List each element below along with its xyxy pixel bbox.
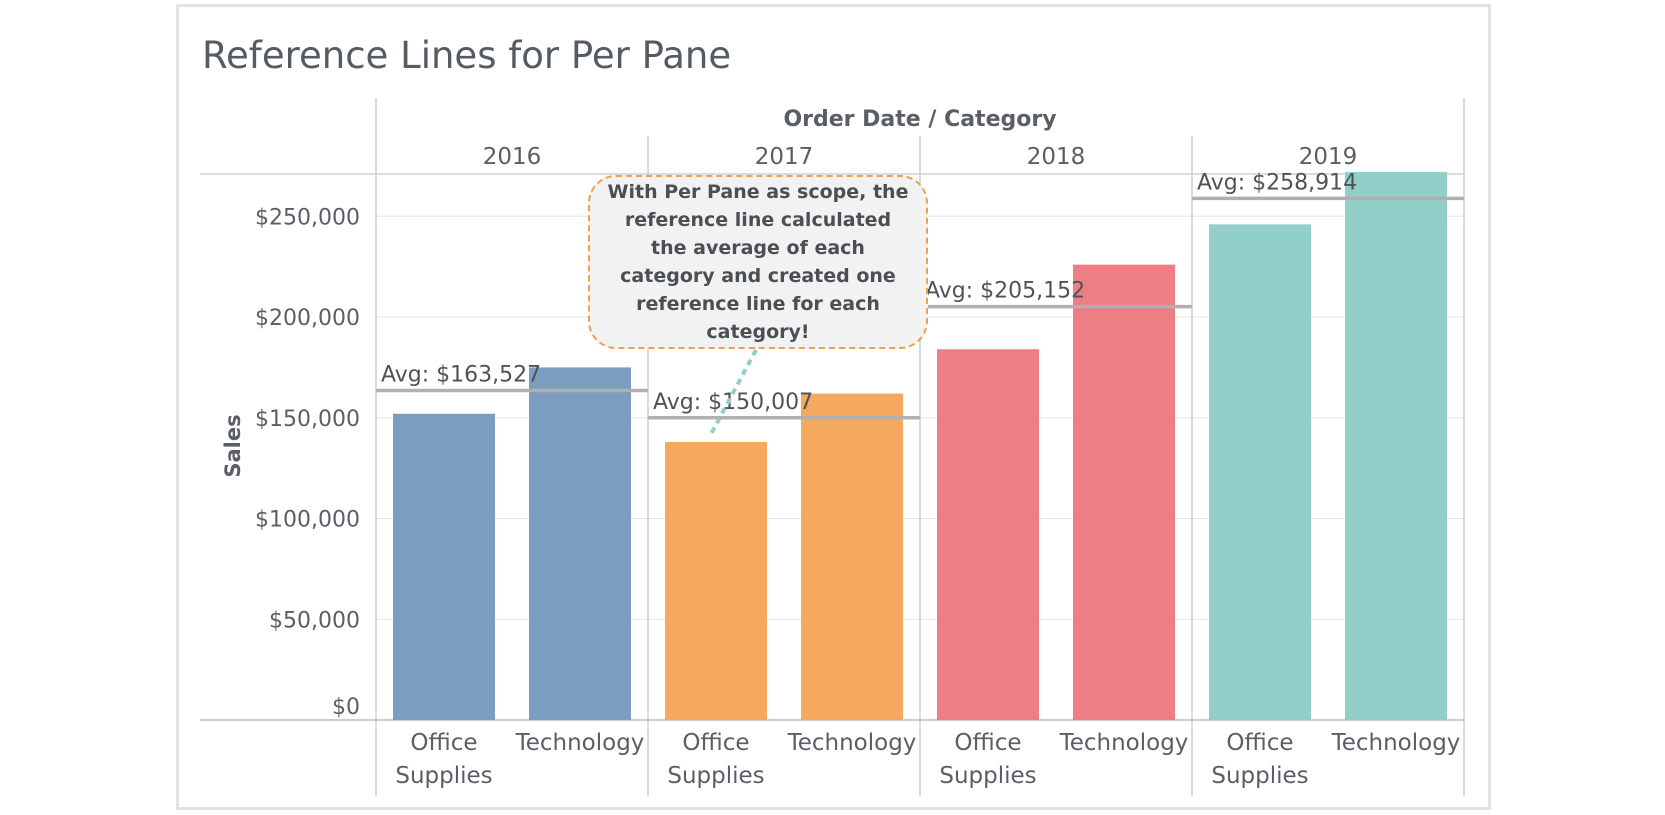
category-label: Office	[682, 730, 749, 756]
category-label: Office	[954, 730, 1021, 756]
category-label: Technology	[787, 730, 917, 756]
annotation-callout: With Per Pane as scope, the reference li…	[588, 175, 928, 349]
y-tick-label: $200,000	[255, 306, 360, 331]
bar	[529, 367, 631, 720]
category-label: Supplies	[1211, 763, 1308, 789]
bar	[801, 393, 903, 720]
y-tick-label: $100,000	[255, 508, 360, 533]
bar	[1345, 171, 1447, 721]
reference-line-label: Avg: $163,527	[381, 363, 541, 388]
y-tick-label: $150,000	[255, 407, 360, 432]
category-label: Technology	[1331, 730, 1461, 756]
bar	[1209, 224, 1311, 720]
reference-line-label: Avg: $258,914	[1197, 170, 1357, 195]
category-label: Supplies	[939, 763, 1036, 789]
annotation-text: With Per Pane as scope, the reference li…	[607, 181, 909, 343]
category-label: Technology	[515, 730, 645, 756]
category-label: Supplies	[667, 763, 764, 789]
y-tick-label: $0	[332, 695, 360, 720]
y-tick-label: $250,000	[255, 205, 360, 230]
reference-line-label: Avg: $205,152	[925, 279, 1085, 304]
chart-title: Reference Lines for Per Pane	[202, 34, 731, 77]
y-tick-label: $50,000	[269, 608, 360, 633]
annotation-connector	[708, 349, 758, 437]
bar	[393, 413, 495, 720]
year-header: 2017	[755, 144, 814, 170]
category-label: Office	[1226, 730, 1293, 756]
column-header-title: Order Date / Category	[783, 107, 1056, 132]
year-header: 2019	[1299, 144, 1358, 170]
year-header: 2018	[1027, 144, 1086, 170]
year-header: 2016	[483, 144, 542, 170]
category-label: Office	[410, 730, 477, 756]
bar	[1073, 264, 1175, 720]
y-axis-label: Sales	[221, 414, 245, 477]
bar	[937, 349, 1039, 720]
bar	[665, 441, 767, 720]
category-label: Supplies	[395, 763, 492, 789]
category-label: Technology	[1059, 730, 1189, 756]
